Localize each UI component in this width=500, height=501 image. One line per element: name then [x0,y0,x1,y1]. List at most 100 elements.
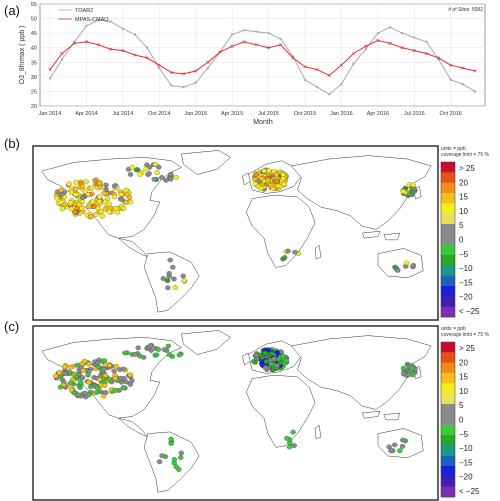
data-point-mpas-cmaq [48,67,52,72]
x-tick-label: Jan 2016 [330,111,353,117]
data-point-mpas-cmaq [303,65,307,69]
colorbar-label: 15 [459,373,468,382]
site-marker [252,359,258,365]
site-marker [405,372,412,378]
data-point-toar2 [206,66,210,70]
site-marker [265,347,271,353]
colorbar-swatch [441,424,455,436]
colorbar-swatch [441,373,455,384]
site-marker [143,166,149,172]
site-marker [79,375,86,381]
colorbar-swatch [441,193,455,204]
data-point-mpas-cmaq [424,51,429,56]
site-marker [123,199,129,205]
data-point-toar2 [449,78,452,81]
site-marker [96,199,103,204]
colorbar-c: > 25 20 15 10 5 0 −5 −10 −15 −20 < −25 [440,341,480,498]
colorbar-swatch [441,182,455,194]
site-marker [120,385,127,390]
colorbar-frame [440,341,456,498]
site-marker [104,196,111,202]
site-markers-b [54,161,418,291]
site-marker [399,444,406,449]
y-tick-labels: 20 25 30 35 40 45 50 55 [31,2,37,110]
site-marker [85,372,91,378]
site-marker [133,167,140,173]
site-marker [120,206,127,211]
y-tick-label: 45 [31,31,37,37]
colorbar-label: 5 [459,221,464,230]
data-point-toar2 [170,84,173,87]
site-marker [73,374,79,379]
site-marker [173,464,180,470]
y-tick-label: 25 [31,89,37,95]
data-point-mpas-cmaq [145,56,149,60]
colorbar-label: 20 [459,178,468,187]
site-marker [269,351,275,356]
colorbar-swatch [441,445,455,456]
site-marker [172,285,178,290]
site-marker [101,358,108,364]
site-marker [292,249,298,255]
site-marker [111,368,117,374]
site-marker [94,385,101,391]
series-layer [48,18,477,96]
colorbar-label: 10 [459,207,468,216]
site-marker [168,176,174,182]
site-marker [86,361,92,367]
site-marker [68,380,74,386]
x-tick-label: Jul 2016 [404,111,425,117]
y-axis-label: O3_8hrmax ( ppb ) [19,26,26,85]
site-marker [112,375,118,381]
colorbar-swatch [441,275,455,287]
site-marker [252,176,258,182]
site-marker [127,381,134,387]
site-marker [111,183,118,189]
site-marker [102,373,109,378]
site-marker [273,178,280,184]
colorbar-label: −15 [459,458,473,467]
colorbar-swatch [441,466,455,477]
site-marker [156,459,163,465]
y-gridlines [40,3,485,107]
data-point-toar2 [121,27,125,30]
colorbar-label: 0 [459,236,464,245]
site-marker [392,442,398,448]
x-tick-label: Oct 2015 [294,111,316,117]
data-point-toar2 [267,31,270,35]
site-marker [400,365,407,371]
site-marker [178,450,185,456]
site-marker [166,271,172,276]
site-marker [68,200,74,205]
data-point-mpas-cmaq [242,40,246,44]
site-marker [68,206,74,212]
site-marker [277,360,284,365]
site-marker [397,448,403,454]
data-point-toar2 [315,85,319,89]
colorbar-swatch [441,393,455,405]
site-marker [117,375,124,381]
data-point-mpas-cmaq [327,73,331,78]
x-tick-labels: Jan 2014 Apr 2014 Jul 2014 Oct 2014 Jan 2015… [39,111,462,117]
x-tick-label: Jan 2014 [39,111,62,117]
site-marker [171,457,178,462]
data-point-mpas-cmaq [364,44,368,48]
site-marker [79,183,86,189]
site-marker [176,352,183,358]
site-marker [113,364,120,369]
legend-label-toar2: TOAR2 [75,8,93,14]
site-marker [68,190,75,195]
colorbar-swatch [441,296,455,307]
site-marker [156,164,162,170]
site-marker [95,360,101,366]
data-point-mpas-cmaq [339,63,344,67]
data-point-mpas-cmaq [461,66,465,70]
site-marker [118,192,124,197]
site-marker [113,206,119,211]
colorbar-swatch [441,435,455,446]
site-marker [168,171,174,177]
site-marker [101,190,107,196]
site-marker [67,364,74,370]
site-marker [262,350,268,356]
